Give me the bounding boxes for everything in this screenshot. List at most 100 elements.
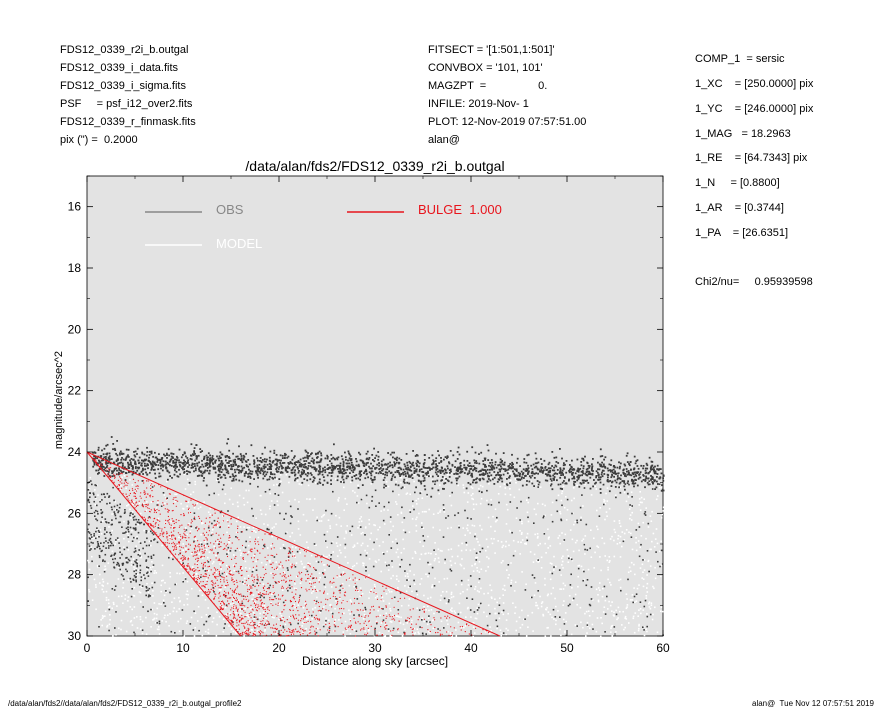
obs-point: [545, 469, 548, 471]
obs-point: [533, 485, 535, 487]
obs-point: [92, 451, 94, 454]
model-point: [423, 594, 425, 597]
obs-point: [533, 477, 536, 479]
obs-point: [115, 517, 117, 520]
obs-point: [241, 480, 244, 483]
obs-point: [317, 470, 320, 472]
model-point: [370, 589, 373, 591]
model-point: [474, 585, 477, 588]
obs-point: [106, 521, 108, 524]
model-point: [460, 626, 462, 629]
obs-point: [316, 482, 319, 485]
obs-point: [339, 462, 342, 465]
obs-point: [655, 486, 658, 489]
model-point: [459, 611, 462, 614]
obs-point: [103, 456, 106, 459]
model-point: [615, 631, 617, 633]
obs-point: [131, 588, 133, 590]
obs-point: [218, 470, 221, 473]
obs-point: [443, 597, 446, 600]
model-point: [148, 540, 151, 543]
model-point: [563, 600, 565, 602]
model-point: [335, 478, 337, 480]
model-point: [131, 503, 134, 506]
obs-point: [151, 463, 154, 466]
obs-point: [364, 470, 366, 473]
model-point: [226, 531, 228, 534]
model-point: [566, 509, 569, 511]
obs-point: [416, 465, 418, 467]
obs-point: [104, 560, 106, 563]
model-point: [233, 606, 236, 608]
obs-point: [237, 466, 239, 468]
model-point: [235, 627, 238, 630]
obs-point: [518, 478, 520, 481]
obs-point: [186, 460, 189, 463]
obs-point: [402, 480, 405, 483]
model-point: [632, 615, 635, 618]
obs-point: [255, 569, 258, 571]
model-point: [499, 629, 502, 631]
obs-point: [494, 461, 497, 463]
model-point: [637, 540, 640, 542]
model-point: [179, 559, 182, 561]
obs-point: [298, 461, 301, 464]
obs-point: [446, 455, 449, 458]
obs-point: [232, 463, 235, 466]
obs-point: [636, 459, 639, 462]
obs-point: [638, 526, 641, 528]
obs-point: [219, 451, 222, 454]
obs-point: [330, 558, 332, 560]
bulge-point: [222, 548, 224, 550]
model-point: [319, 611, 322, 614]
model-point: [239, 549, 241, 552]
obs-point: [548, 461, 551, 464]
obs-point: [164, 460, 167, 463]
model-point: [314, 531, 316, 533]
param-line: 1_MAG = 18.2963: [695, 128, 791, 140]
obs-point: [481, 547, 484, 550]
model-point: [613, 555, 616, 558]
obs-point: [467, 482, 470, 484]
obs-point: [195, 527, 197, 529]
obs-point: [87, 499, 90, 502]
model-point: [526, 532, 529, 535]
obs-point: [456, 451, 459, 453]
model-point: [136, 627, 139, 629]
model-point: [458, 525, 460, 527]
obs-point: [313, 459, 315, 461]
model-point: [93, 578, 96, 581]
model-point: [200, 589, 203, 592]
model-point: [211, 529, 214, 531]
bulge-point: [307, 620, 309, 623]
obs-point: [127, 558, 130, 561]
obs-point: [190, 525, 193, 528]
model-point: [445, 479, 447, 482]
model-point: [288, 481, 290, 484]
obs-point: [573, 475, 575, 478]
model-point: [316, 596, 318, 599]
model-point: [462, 484, 465, 486]
obs-point: [220, 471, 223, 473]
model-point: [344, 556, 347, 558]
bulge-point: [224, 513, 226, 515]
obs-point: [484, 466, 486, 468]
model-point: [88, 589, 90, 591]
header-left-line: FDS12_0339_r2i_b.outgal: [60, 44, 189, 56]
obs-point: [458, 475, 461, 478]
obs-point: [261, 470, 264, 472]
model-point: [559, 588, 561, 590]
obs-point: [365, 468, 367, 471]
model-point: [312, 590, 314, 592]
obs-point: [443, 509, 445, 511]
model-point: [514, 477, 517, 480]
obs-point: [370, 472, 372, 475]
obs-point: [573, 484, 576, 486]
model-point: [358, 524, 361, 527]
obs-point: [123, 578, 125, 581]
obs-point: [239, 453, 242, 455]
obs-point: [116, 504, 119, 507]
model-point: [343, 612, 345, 614]
model-point: [547, 626, 549, 629]
model-point: [243, 504, 246, 506]
